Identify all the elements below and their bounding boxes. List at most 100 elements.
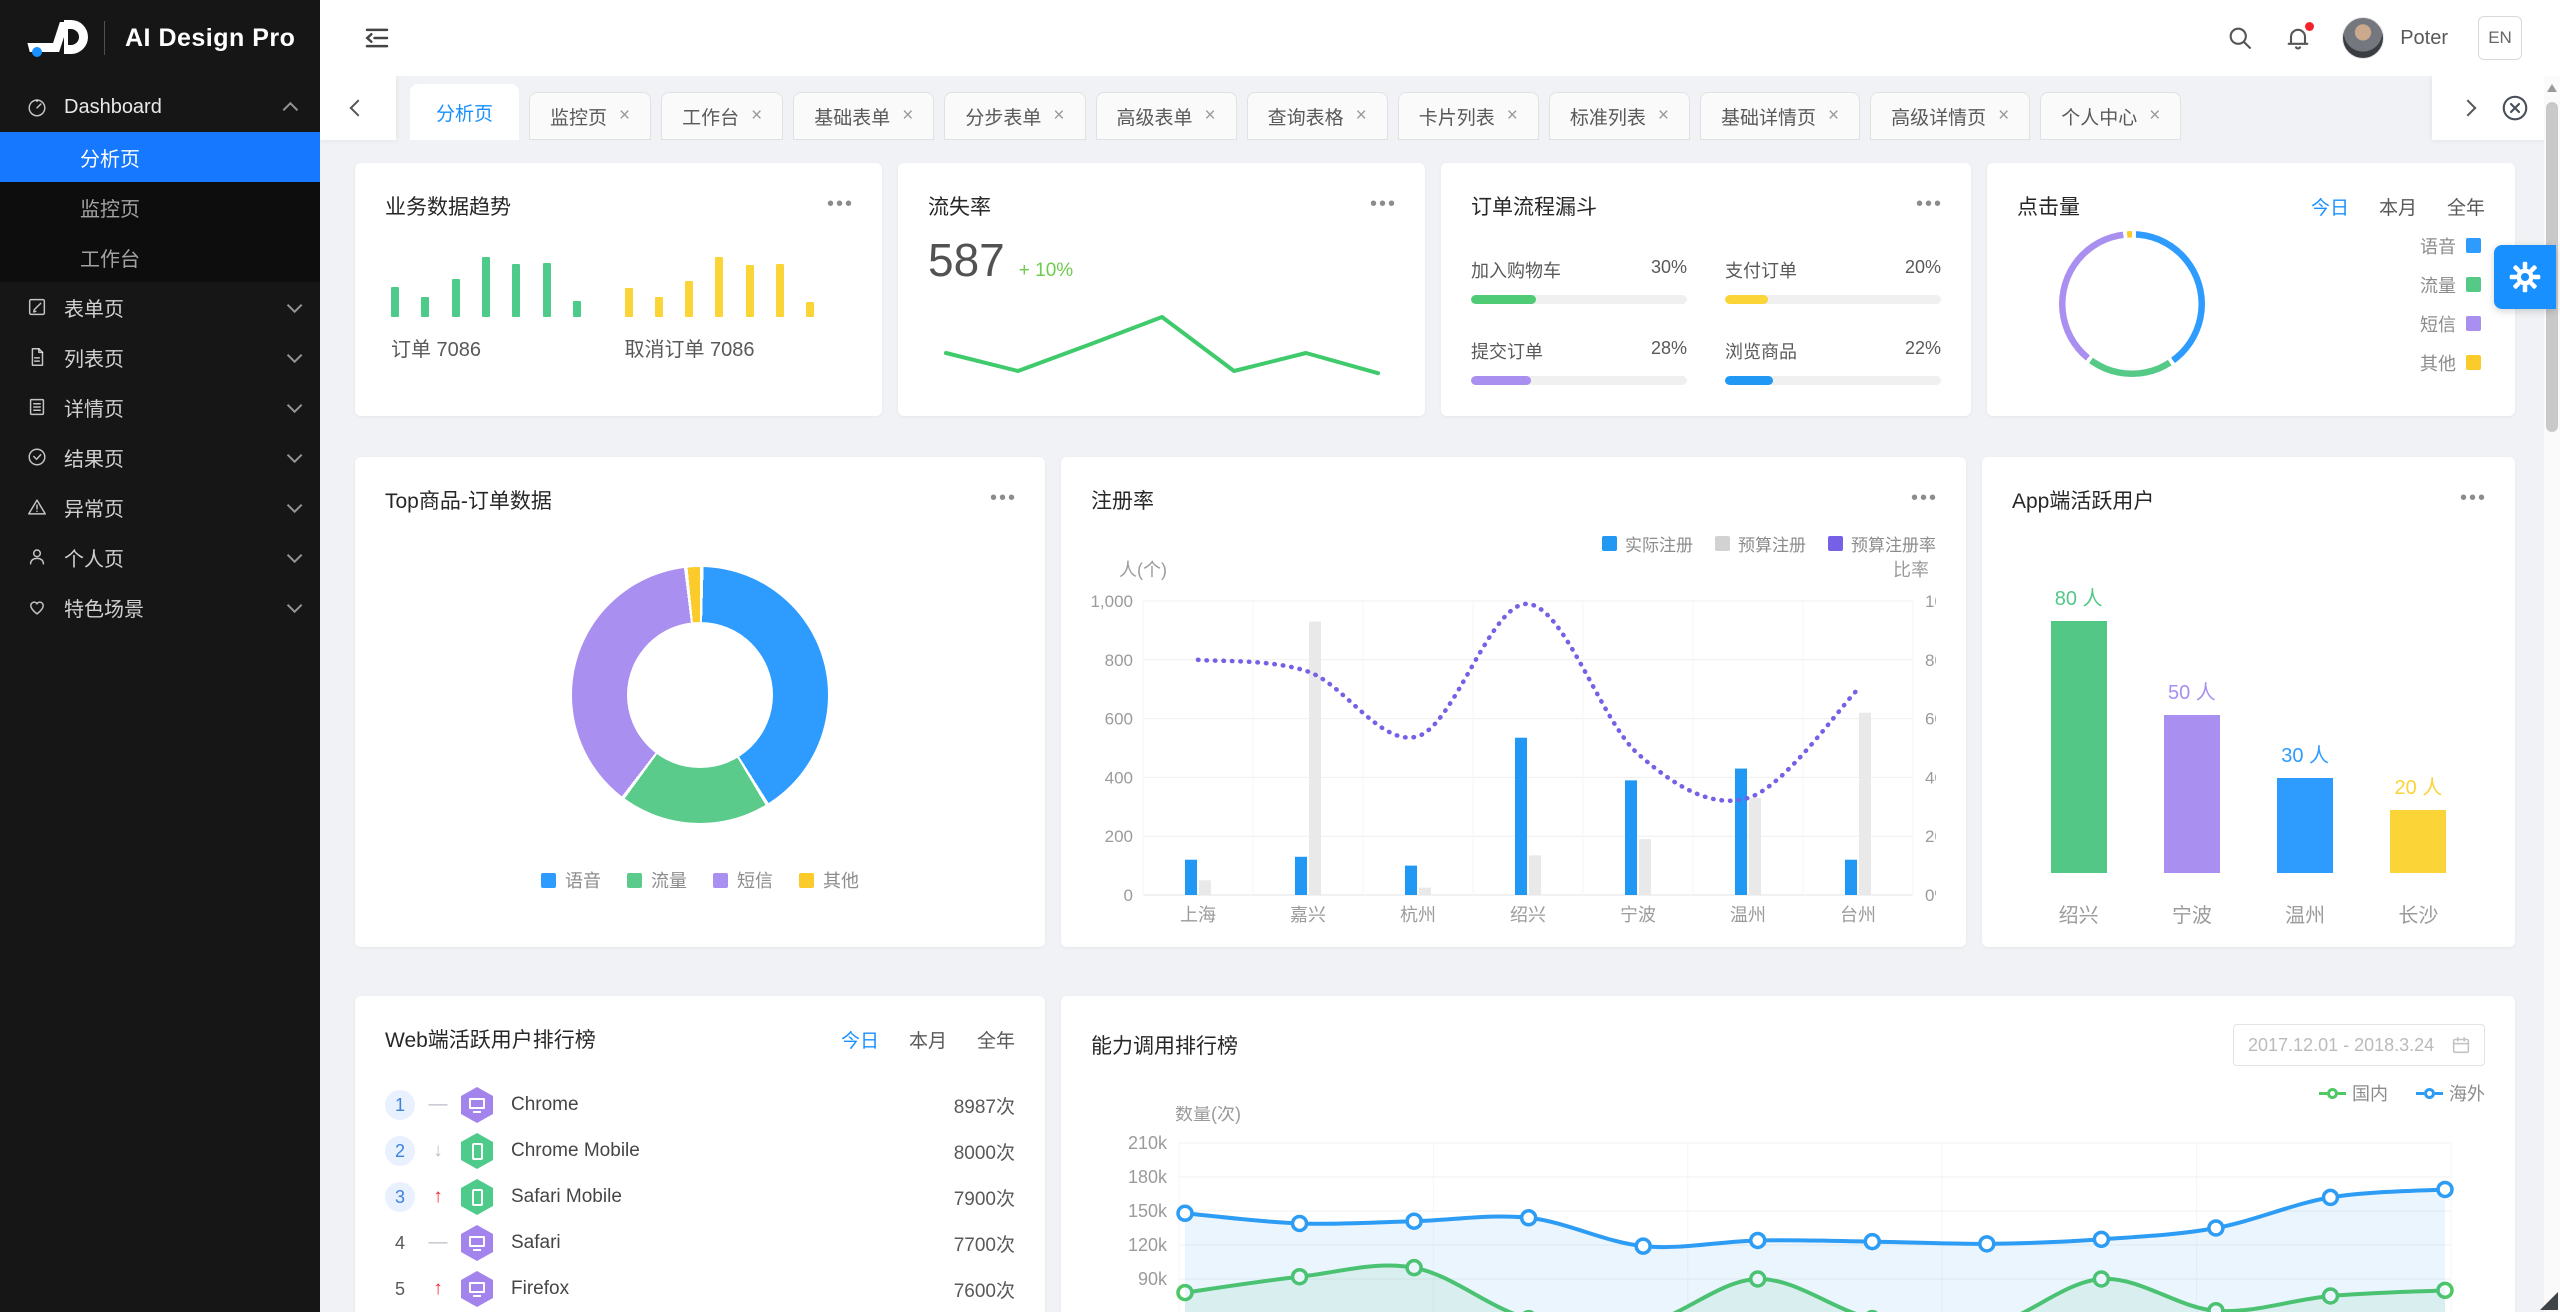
progress-track [1725, 376, 1941, 385]
sidebar-item-dashboard[interactable]: Dashboard [0, 82, 320, 132]
tab-基础表单[interactable]: 基础表单 × [793, 92, 935, 140]
mini-bar [542, 263, 551, 317]
funnel-label: 加入购物车 [1471, 261, 1561, 281]
sidebar-item-group-2[interactable]: 列表页 [0, 332, 320, 382]
legend-label: 其他 [823, 871, 859, 891]
legend-label: 短信 [2420, 314, 2456, 335]
chevron-left-icon [349, 99, 367, 117]
close-icon[interactable]: × [2149, 105, 2161, 126]
tab-个人中心[interactable]: 个人中心 × [2040, 92, 2182, 140]
rank-row[interactable]: 2 ↓ Chrome Mobile 8000次 [385, 1128, 1015, 1174]
sidebar-item-group-7[interactable]: 特色场景 [0, 582, 320, 632]
avatar[interactable] [2342, 17, 2385, 59]
card-menu-icon[interactable]: ••• [2459, 487, 2487, 509]
card-menu-icon[interactable]: ••• [826, 193, 854, 215]
tab-监控页[interactable]: 监控页 × [529, 92, 652, 140]
mini-bar [654, 297, 663, 317]
sidebar-item-group-1[interactable]: 表单页 [0, 282, 320, 332]
tab-查询表格[interactable]: 查询表格 × [1246, 92, 1388, 140]
svg-text:120k: 120k [1128, 1235, 1168, 1255]
legend-swatch [1602, 536, 1617, 551]
mini-bar [745, 265, 754, 317]
scroll-up-arrow-icon[interactable] [2547, 84, 2557, 92]
filter-today[interactable]: 今日 [2310, 197, 2349, 219]
rank-row[interactable]: 3 ↑ Safari Mobile 7900次 [385, 1174, 1015, 1220]
card-menu-icon[interactable]: ••• [1910, 487, 1938, 509]
filter-year[interactable]: 全年 [976, 1030, 1015, 1052]
rank-row[interactable]: 1 — Chrome 8987次 [385, 1082, 1015, 1128]
sidebar-item-label: 特色场景 [64, 598, 144, 621]
tab-工作台[interactable]: 工作台 × [661, 92, 784, 140]
desktop-icon [461, 1225, 493, 1261]
tab-基础详情页[interactable]: 基础详情页 × [1700, 92, 1861, 140]
trend-up-icon: ↑ [433, 1278, 443, 1299]
mini-bar [715, 257, 724, 317]
legend-swatch [2466, 316, 2481, 331]
close-icon[interactable]: × [902, 105, 914, 126]
legend-label: 预算注册 [1738, 536, 1806, 555]
legend-swatch [1715, 536, 1730, 551]
close-icon[interactable]: × [1657, 105, 1670, 126]
filter-today[interactable]: 今日 [840, 1030, 879, 1052]
tab-高级表单[interactable]: 高级表单 × [1095, 92, 1237, 140]
rank-row[interactable]: 5 ↑ Firefox 7600次 [385, 1266, 1015, 1312]
user-name[interactable]: Poter [2400, 26, 2448, 49]
close-icon[interactable]: × [619, 105, 631, 126]
close-icon[interactable]: × [751, 105, 763, 126]
svg-text:比率: 比率 [1893, 560, 1929, 580]
sidebar-subitem-监控页[interactable]: 监控页 [80, 198, 140, 221]
notification-bell-icon[interactable] [2284, 22, 2315, 52]
card-menu-icon[interactable]: ••• [1915, 193, 1943, 215]
tabs-scroll-right-button[interactable] [2459, 99, 2477, 117]
rank-row[interactable]: 4 — Safari 7700次 [385, 1220, 1015, 1266]
tab-标准列表[interactable]: 标准列表 × [1548, 92, 1691, 140]
filter-month[interactable]: 本月 [2378, 197, 2417, 219]
progress-track [1471, 295, 1687, 304]
menu-fold-icon[interactable] [362, 23, 392, 53]
close-icon[interactable]: × [1204, 105, 1216, 126]
close-icon[interactable]: × [1828, 105, 1840, 126]
close-all-tabs-button[interactable] [2500, 93, 2530, 123]
tabs-scroll-left-button[interactable] [320, 76, 396, 140]
sidebar-item-group-5[interactable]: 异常页 [0, 482, 320, 532]
date-range-input[interactable]: 2017.12.01 - 2018.3.24 [2233, 1024, 2485, 1066]
legend-label: 短信 [737, 871, 773, 891]
close-icon[interactable]: × [1998, 105, 2010, 126]
app-bar-column: 30 人 [2277, 739, 2334, 873]
sidebar-subitem-分析页[interactable]: 分析页 [0, 132, 320, 182]
search-icon[interactable] [2226, 24, 2254, 52]
warning-icon [26, 495, 50, 519]
legend-swatch [627, 872, 642, 888]
filter-month[interactable]: 本月 [908, 1030, 947, 1052]
sidebar-item-group-3[interactable]: 详情页 [0, 382, 320, 432]
language-toggle[interactable]: EN [2478, 16, 2522, 60]
funnel-item: 提交订单 28% [1471, 338, 1687, 385]
chevron-down-icon [286, 447, 303, 463]
filter-year[interactable]: 全年 [2446, 197, 2485, 219]
sidebar-item-group-6[interactable]: 个人页 [0, 532, 320, 582]
tab-分步表单[interactable]: 分步表单 × [944, 92, 1086, 140]
desktop-icon [461, 1271, 493, 1307]
sidebar-subitem-工作台[interactable]: 工作台 [80, 248, 140, 271]
close-icon[interactable]: × [1355, 105, 1367, 126]
app-bar-column: 20 人 [2390, 771, 2447, 873]
logo[interactable]: AI Design Pro [0, 0, 320, 76]
settings-gear-button[interactable] [2494, 245, 2556, 309]
topbar: Poter EN [320, 0, 2560, 76]
close-icon[interactable]: × [1053, 105, 1065, 126]
tab-高级详情页[interactable]: 高级详情页 × [1870, 92, 2031, 140]
tab-分析页[interactable]: 分析页 [410, 84, 520, 140]
card-menu-icon[interactable]: ••• [1369, 193, 1397, 215]
close-icon[interactable]: × [1506, 105, 1518, 126]
funnel-pct: 28% [1650, 338, 1687, 358]
category-label: 长沙 [2398, 905, 2439, 927]
card-click-volume: 点击量 今日 本月 全年 语音 流量 短信 其他 [1987, 163, 2515, 416]
tab-label: 分析页 [436, 103, 494, 125]
mini-bar [776, 264, 785, 317]
sidebar-item-group-4[interactable]: 结果页 [0, 432, 320, 482]
legend-swatch [713, 872, 728, 888]
tab-卡片列表[interactable]: 卡片列表 × [1397, 92, 1539, 140]
card-menu-icon[interactable]: ••• [989, 487, 1017, 509]
tab-label: 高级详情页 [1891, 107, 1987, 129]
app-bar-column: 80 人 [2050, 582, 2107, 873]
